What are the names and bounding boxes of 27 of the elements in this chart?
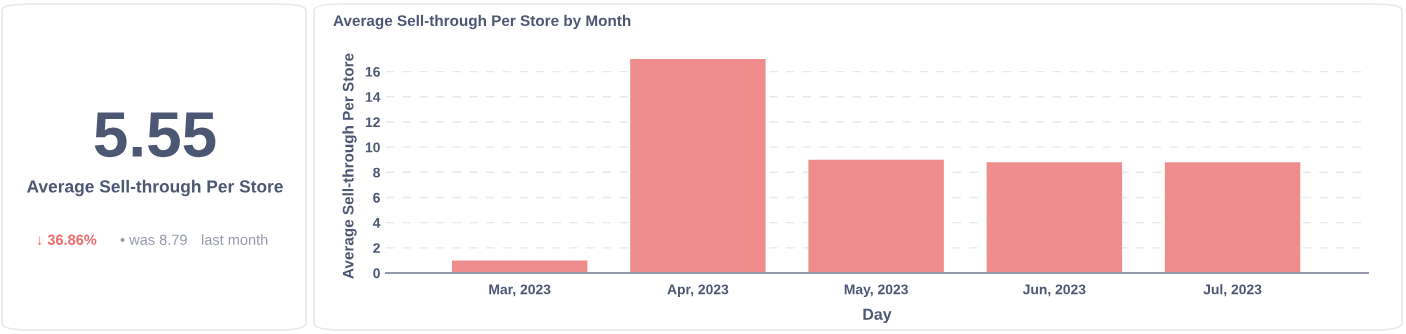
x-tick-label: Jun, 2023: [1022, 284, 1086, 297]
y-axis-title: Average Sell-through Per Store: [342, 53, 357, 279]
text: 5.55: [94, 112, 216, 158]
text: Average Sell-through Per Store: [26, 179, 283, 197]
y-tick-label: 4: [372, 218, 381, 228]
x-axis-title: Day: [863, 308, 892, 324]
text: ↓ 36.86%: [37, 234, 97, 246]
y-tick-label: 8: [373, 167, 381, 178]
y-tick-label: 12: [365, 117, 380, 127]
y-tick-label: 0: [373, 268, 380, 279]
x-tick-label: Mar, 2023: [489, 284, 551, 297]
x-tick-label: Apr, 2023: [667, 284, 729, 298]
bar: [1164, 162, 1301, 273]
y-tick-label: 2: [373, 243, 380, 253]
y-tick-label: 14: [365, 92, 381, 102]
x-tick-label: May, 2023: [844, 284, 908, 298]
y-tick-label: 6: [373, 192, 380, 203]
x-tick-label: Jul, 2023: [1203, 284, 1262, 297]
text: last month: [201, 234, 268, 245]
y-tick-label: 16: [365, 66, 380, 77]
bar: [451, 260, 588, 273]
bar: [986, 162, 1123, 273]
y-tick-label: 10: [365, 142, 380, 153]
bar: [630, 59, 766, 273]
text: • was 8.79: [120, 234, 187, 245]
bar: [808, 159, 944, 273]
chart-title: Average Sell-through Per Store by Month: [333, 14, 631, 30]
